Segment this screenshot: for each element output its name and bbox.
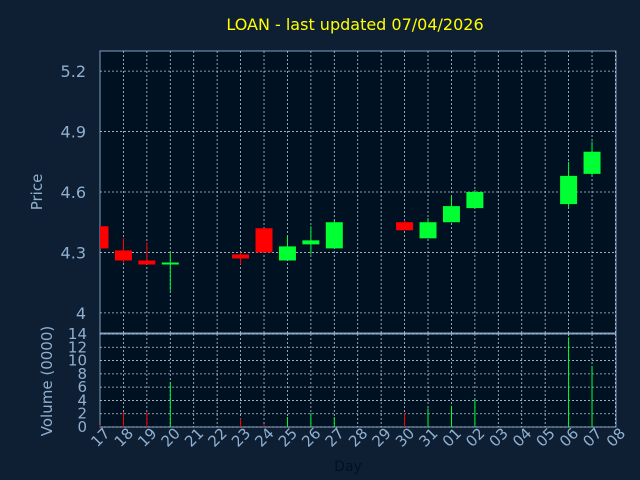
volume-tick-label: 14 (68, 325, 87, 343)
price-tick-label: 4.9 (61, 123, 86, 142)
candle-body (114, 250, 132, 261)
candle-body (396, 222, 414, 231)
candle-body (278, 246, 296, 261)
x-tick-label: 01 (439, 424, 465, 450)
x-tick-label: 07 (579, 424, 605, 450)
candle-body (583, 151, 601, 174)
x-tick-label: 22 (204, 424, 230, 450)
candle-body (442, 206, 460, 223)
x-tick-label: 08 (603, 424, 629, 450)
x-tick-label: 26 (298, 424, 324, 450)
volume-tick-label: 6 (77, 378, 87, 396)
volume-grid (100, 333, 616, 428)
volume-tick-label: 2 (77, 405, 87, 423)
x-tick-label: 30 (392, 424, 418, 450)
volume-axis-label: Volume (0000) (38, 326, 56, 436)
volume-tick-label: 0 (77, 418, 87, 436)
price-axis-label: Price (28, 174, 46, 211)
x-tick-label: 29 (369, 424, 395, 450)
price-tick-label: 4.6 (61, 183, 86, 202)
x-tick-label: 04 (509, 424, 535, 450)
price-tick-label: 5.2 (61, 62, 86, 81)
x-tick-label: 02 (462, 424, 488, 450)
x-tick-label: 17 (87, 424, 113, 450)
candle-body (255, 228, 273, 253)
volume-tick-label: 8 (77, 365, 87, 383)
chart-title: LOAN - last updated 07/04/2026 (226, 15, 483, 34)
x-tick-label: 19 (134, 424, 160, 450)
x-tick-label: 03 (486, 424, 512, 450)
x-tick-label: 18 (111, 424, 137, 450)
volume-tick-label: 12 (68, 338, 87, 356)
x-tick-label: 05 (533, 424, 559, 450)
candle-body (419, 222, 437, 239)
price-grid (100, 51, 616, 333)
volume-tick-label: 4 (77, 391, 87, 409)
x-tick-label: 28 (345, 424, 371, 450)
x-tick-label: 20 (158, 424, 184, 450)
candle-body (138, 260, 156, 265)
x-tick-labels: 1718192021222324252627282930310102030405… (87, 424, 629, 450)
candle-body (560, 175, 578, 205)
candle-body (232, 254, 250, 259)
candlesticks (100, 141, 601, 291)
candle-body (466, 192, 484, 209)
x-tick-label: 25 (275, 424, 301, 450)
price-tick-labels: 4 4.3 4.6 4.9 5.2 (61, 62, 86, 323)
x-tick-label: 31 (415, 424, 441, 450)
x-tick-label: 06 (556, 424, 582, 450)
x-tick-label: 27 (322, 424, 348, 450)
candle-body (302, 240, 320, 245)
x-tick-label: 24 (251, 424, 277, 450)
price-tick-label: 4.3 (61, 243, 86, 262)
volume-bars (99, 337, 593, 427)
x-tick-label: 21 (181, 424, 207, 450)
x-tick-label: 23 (228, 424, 254, 450)
candle-body (161, 262, 179, 265)
candle-body (100, 226, 109, 249)
candle-body (325, 222, 343, 249)
x-axis-label: Day (334, 459, 362, 475)
volume-tick-label: 10 (68, 352, 87, 370)
price-tick-label: 4 (76, 304, 86, 323)
